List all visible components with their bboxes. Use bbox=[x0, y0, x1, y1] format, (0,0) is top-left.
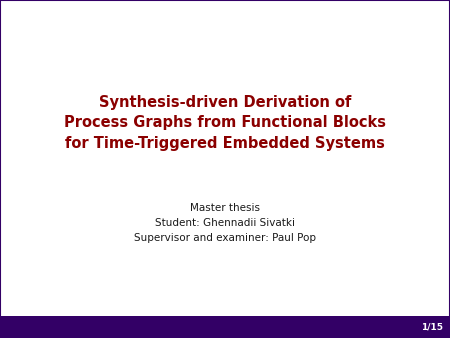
Text: Master thesis
Student: Ghennadii Sivatki
Supervisor and examiner: Paul Pop: Master thesis Student: Ghennadii Sivatki… bbox=[134, 203, 316, 243]
Bar bbox=[0, 316, 450, 338]
Text: Synthesis-driven Derivation of
Process Graphs from Functional Blocks
for Time-Tr: Synthesis-driven Derivation of Process G… bbox=[64, 95, 386, 151]
Text: 1/15: 1/15 bbox=[421, 322, 443, 332]
